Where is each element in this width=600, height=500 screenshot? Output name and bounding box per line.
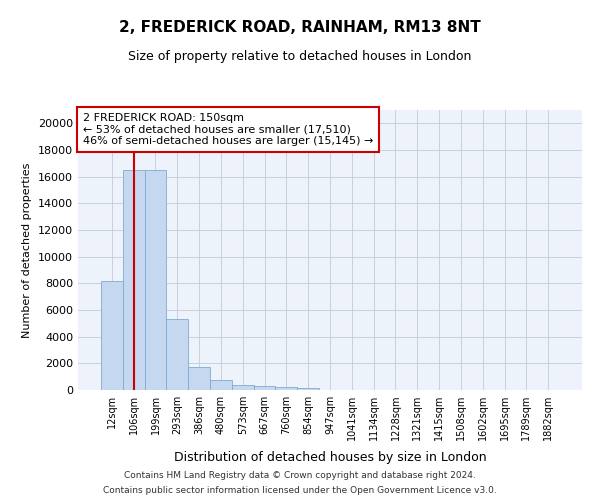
Text: Contains public sector information licensed under the Open Government Licence v3: Contains public sector information licen… [103,486,497,495]
Bar [254,386,275,390]
Text: 2, FREDERICK ROAD, RAINHAM, RM13 8NT: 2, FREDERICK ROAD, RAINHAM, RM13 8NT [119,20,481,35]
Bar [188,366,210,390]
Bar [101,280,123,390]
Bar [210,380,232,390]
Bar [166,320,188,390]
X-axis label: Distribution of detached houses by size in London: Distribution of detached houses by size … [173,452,487,464]
Bar [275,388,297,390]
Y-axis label: Number of detached properties: Number of detached properties [22,162,32,338]
Bar [145,170,166,390]
Text: Size of property relative to detached houses in London: Size of property relative to detached ho… [128,50,472,63]
Bar [297,388,319,390]
Bar [232,386,254,390]
Text: Contains HM Land Registry data © Crown copyright and database right 2024.: Contains HM Land Registry data © Crown c… [124,471,476,480]
Text: 2 FREDERICK ROAD: 150sqm
← 53% of detached houses are smaller (17,510)
46% of se: 2 FREDERICK ROAD: 150sqm ← 53% of detach… [83,113,373,146]
Bar [123,170,145,390]
